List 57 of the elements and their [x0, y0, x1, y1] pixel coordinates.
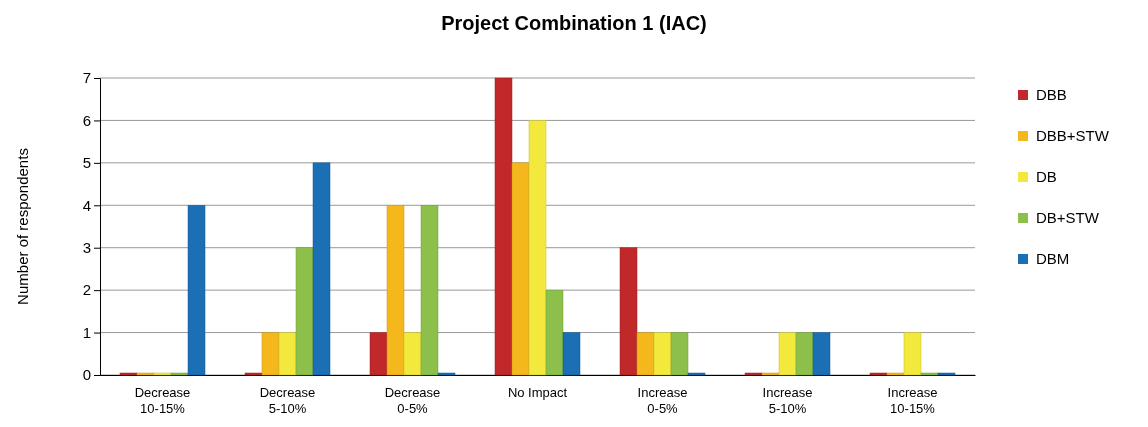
x-tick-label: Increase 10-15% [887, 385, 938, 416]
bar [687, 372, 706, 376]
y-tick-label: 7 [82, 69, 91, 87]
y-tick-label: 2 [82, 281, 91, 299]
bar [795, 332, 814, 376]
bar [278, 332, 297, 376]
x-tick-label: Decrease 10-15% [134, 385, 191, 416]
bar [119, 372, 138, 376]
bar [653, 332, 672, 376]
bar [761, 372, 780, 376]
legend-label: DB+STW [1036, 209, 1100, 226]
bar [494, 77, 513, 376]
bar [886, 372, 905, 376]
bar [812, 332, 831, 376]
bar [744, 372, 763, 376]
x-tick-label: Decrease 5-10% [259, 385, 316, 416]
y-tick-label: 4 [82, 196, 91, 214]
legend-label: DBB+STW [1036, 127, 1110, 144]
bar [937, 372, 956, 376]
y-tick-label: 6 [82, 111, 91, 129]
legend-label: DBM [1036, 250, 1070, 267]
bar [136, 372, 155, 376]
y-tick-label: 5 [82, 154, 91, 172]
x-tick-label: Decrease 0-5% [384, 385, 441, 416]
y-axis-title: Number of respondents [14, 148, 31, 305]
bar [636, 332, 655, 376]
bar [312, 162, 331, 376]
bar [619, 247, 638, 376]
bar [420, 205, 439, 376]
x-tick-label: Increase 5-10% [762, 385, 813, 416]
bar [778, 332, 797, 376]
legend-label: DBB [1036, 86, 1067, 103]
y-tick-label: 1 [82, 323, 91, 341]
bar [403, 332, 422, 376]
bar [295, 247, 314, 376]
x-tick-label: No Impact [507, 385, 568, 400]
bar [903, 332, 922, 376]
bar [920, 372, 939, 376]
bar [244, 372, 263, 376]
bar [386, 205, 405, 376]
y-tick-label: 0 [82, 366, 91, 384]
bar [369, 332, 388, 376]
bar [511, 162, 530, 376]
chart-title: Project Combination 1 (IAC) [441, 12, 707, 34]
bar [437, 372, 456, 376]
bar [545, 289, 564, 376]
bar [670, 332, 689, 376]
x-tick-label: Increase 0-5% [637, 385, 688, 416]
bar [528, 120, 547, 376]
bar [261, 332, 280, 376]
bar [153, 372, 172, 376]
y-tick-label: 3 [82, 239, 91, 257]
bar [869, 372, 888, 376]
bar [562, 332, 581, 376]
bar [187, 205, 206, 376]
legend-label: DB [1036, 168, 1057, 185]
bar [170, 372, 189, 376]
